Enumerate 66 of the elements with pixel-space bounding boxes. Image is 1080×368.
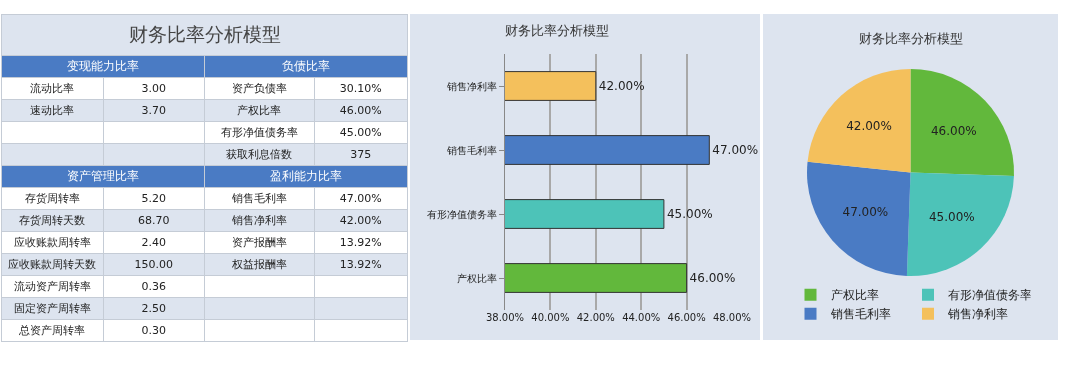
text: 流动资产周转率	[13, 280, 91, 293]
text: 13.92%	[339, 258, 382, 271]
text: 财务比率分析模型	[1, 14, 408, 56]
text: 2.40	[141, 236, 166, 249]
text: 13.92%	[339, 236, 382, 249]
text: 销售毛利率	[231, 192, 287, 205]
text: 应收账款周转率	[13, 236, 91, 249]
text: 3.00	[141, 82, 166, 95]
text: 流动比率	[30, 82, 75, 95]
x-tick-label: 42.00%	[576, 312, 615, 323]
data-label: 46.00%	[689, 271, 736, 285]
data-label: 45.00%	[666, 207, 713, 221]
chart-title: 财务比率分析模型	[858, 30, 963, 46]
data-label: 47.00%	[712, 143, 759, 157]
text: 应收账款周转天数	[8, 258, 97, 271]
text: 47.00%	[339, 192, 382, 205]
y-tick-label: 销售毛利率	[446, 144, 497, 156]
text: 3.70	[141, 104, 166, 117]
y-tick-label: 产权比率	[457, 272, 497, 284]
x-tick-label: 44.00%	[622, 312, 661, 323]
legend-label: 销售净利率	[947, 307, 1008, 322]
pie-slice	[906, 172, 1014, 276]
pie-slice	[910, 69, 1014, 177]
data-label: 47.00%	[842, 204, 889, 219]
text: 45.00%	[339, 126, 382, 139]
pie-slice	[807, 69, 911, 173]
text: 速动比率	[30, 104, 75, 117]
text: 42.00%	[339, 214, 382, 227]
text: 获取利息倍数	[226, 148, 293, 161]
data-label: 45.00%	[928, 209, 975, 224]
legend-label: 销售毛利率	[829, 307, 891, 322]
text: 存货周转率	[24, 192, 80, 205]
text: 有形净值债务率	[220, 126, 298, 139]
text: 68.70	[138, 214, 170, 227]
x-tick-label: 46.00%	[667, 312, 706, 323]
text: 0.30	[141, 324, 166, 337]
text: 2.50	[141, 302, 166, 315]
pie-slice	[807, 161, 911, 276]
data-label: 42.00%	[846, 119, 892, 134]
text: 盈利能力比率	[270, 169, 342, 183]
x-tick-label: 40.00%	[531, 312, 570, 323]
x-tick-label: 48.00%	[712, 312, 752, 323]
text: 销售净利率	[231, 214, 287, 227]
data-label: 46.00%	[930, 123, 977, 138]
text: 5.20	[141, 192, 166, 205]
text: 权益报酬率	[231, 258, 287, 271]
text: 存货周转天数	[19, 214, 86, 227]
text: 30.10%	[339, 82, 382, 95]
text: 固定资产周转率	[13, 302, 91, 315]
text: 资产负债率	[231, 82, 287, 95]
text: 46.00%	[339, 104, 382, 117]
x-tick-label: 38.00%	[485, 312, 525, 323]
data-label: 42.00%	[598, 79, 645, 93]
text: 总资产周转率	[19, 324, 86, 337]
text: 变现能力比率	[67, 59, 139, 73]
text: 150.00	[134, 258, 173, 271]
y-tick-label: 销售净利率	[446, 80, 497, 92]
text: 0.36	[141, 280, 166, 293]
y-tick-label: 有形净值债务率	[427, 208, 497, 220]
legend-label: 产权比率	[830, 288, 879, 303]
chart-title: 财务比率分析模型	[505, 22, 609, 38]
text: 375	[350, 148, 372, 161]
text: 资产管理比率	[67, 169, 139, 183]
text: 负债比率	[282, 59, 330, 73]
text: 产权比率	[237, 104, 282, 117]
text: 资产报酬率	[231, 236, 287, 249]
